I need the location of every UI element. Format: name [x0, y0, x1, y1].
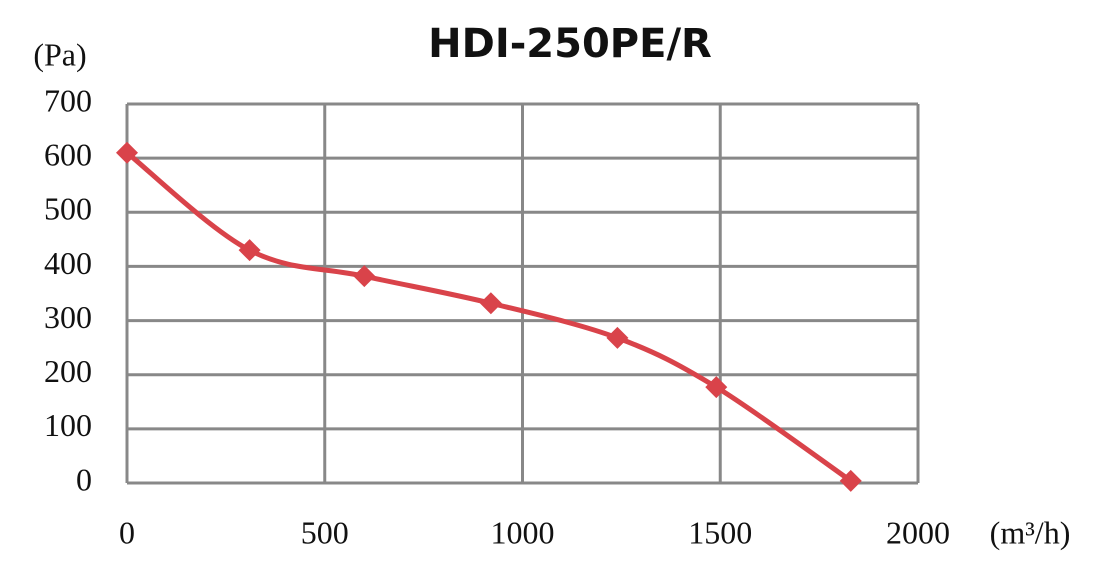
x-tick-label: 500: [301, 514, 349, 550]
marker: [479, 292, 502, 315]
marker: [705, 376, 728, 399]
y-tick-label: 300: [44, 299, 92, 335]
marker: [116, 141, 138, 164]
y-tick-label: 700: [44, 82, 92, 118]
y-tick-label: 400: [44, 245, 92, 281]
marker: [238, 239, 261, 262]
line: [125, 150, 853, 483]
marker: [353, 265, 376, 288]
y-tick-label: 500: [44, 191, 92, 227]
marker: [839, 469, 862, 492]
x-axis-label: (m³/h): [990, 514, 1071, 550]
y-tick-label: 0: [76, 461, 92, 497]
x-tick-label: 1500: [688, 514, 752, 550]
marker: [606, 326, 629, 349]
y-axis-label: (Pa): [33, 36, 86, 72]
x-tick-label: 2000: [886, 514, 950, 550]
y-tick-label: 200: [44, 353, 92, 389]
x-tick-label: 0: [119, 514, 135, 550]
y-tick-label: 100: [44, 407, 92, 443]
y-tick-label: 600: [44, 136, 92, 172]
chart-title: HDI-250PE/R: [428, 21, 712, 67]
x-tick-label: 1000: [491, 514, 555, 550]
